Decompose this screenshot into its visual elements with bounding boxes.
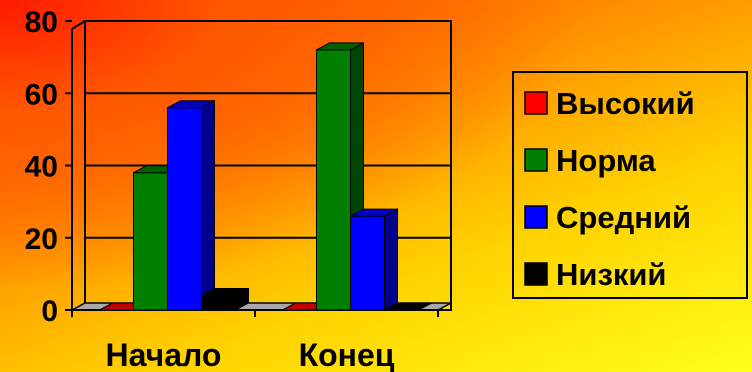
bar-top bbox=[316, 42, 364, 51]
category-labels: Начало Конец bbox=[106, 337, 395, 372]
bar-top bbox=[201, 288, 249, 297]
legend: Высокий Норма Средний Низкий bbox=[512, 71, 748, 299]
bar-front bbox=[350, 215, 385, 311]
bars bbox=[99, 42, 432, 311]
y-tick-labels: 0 20 40 60 80 bbox=[25, 6, 58, 328]
bar-front bbox=[316, 49, 351, 311]
legend-label: Норма bbox=[556, 143, 656, 178]
legend-label: Высокий bbox=[556, 86, 695, 121]
legend-swatch bbox=[524, 262, 548, 286]
legend-swatch bbox=[524, 205, 548, 229]
y-tick-label: 20 bbox=[25, 223, 58, 256]
legend-label: Средний bbox=[556, 200, 691, 235]
bar-front bbox=[133, 172, 168, 311]
bar bbox=[316, 42, 364, 311]
bar-front bbox=[201, 295, 236, 311]
category-label: Начало bbox=[106, 337, 222, 372]
y-tick-label: 60 bbox=[25, 78, 58, 111]
bar bbox=[167, 99, 215, 311]
y-tick-label: 80 bbox=[25, 6, 58, 39]
bar bbox=[384, 302, 432, 311]
bar-side bbox=[384, 208, 398, 311]
legend-label: Низкий bbox=[556, 257, 666, 292]
y-tick-label: 0 bbox=[41, 295, 58, 328]
bar bbox=[201, 287, 249, 311]
bar bbox=[350, 208, 398, 311]
bar-front bbox=[167, 107, 202, 311]
legend-box bbox=[512, 71, 748, 299]
bar-side bbox=[201, 99, 215, 311]
y-axis-top bbox=[71, 20, 86, 30]
legend-swatch bbox=[524, 91, 548, 115]
y-tick-label: 40 bbox=[25, 151, 58, 184]
bar-top bbox=[167, 100, 215, 109]
bar-top bbox=[350, 208, 398, 217]
legend-swatch bbox=[524, 148, 548, 172]
category-label: Конец bbox=[299, 337, 395, 372]
bar-top bbox=[384, 302, 432, 311]
